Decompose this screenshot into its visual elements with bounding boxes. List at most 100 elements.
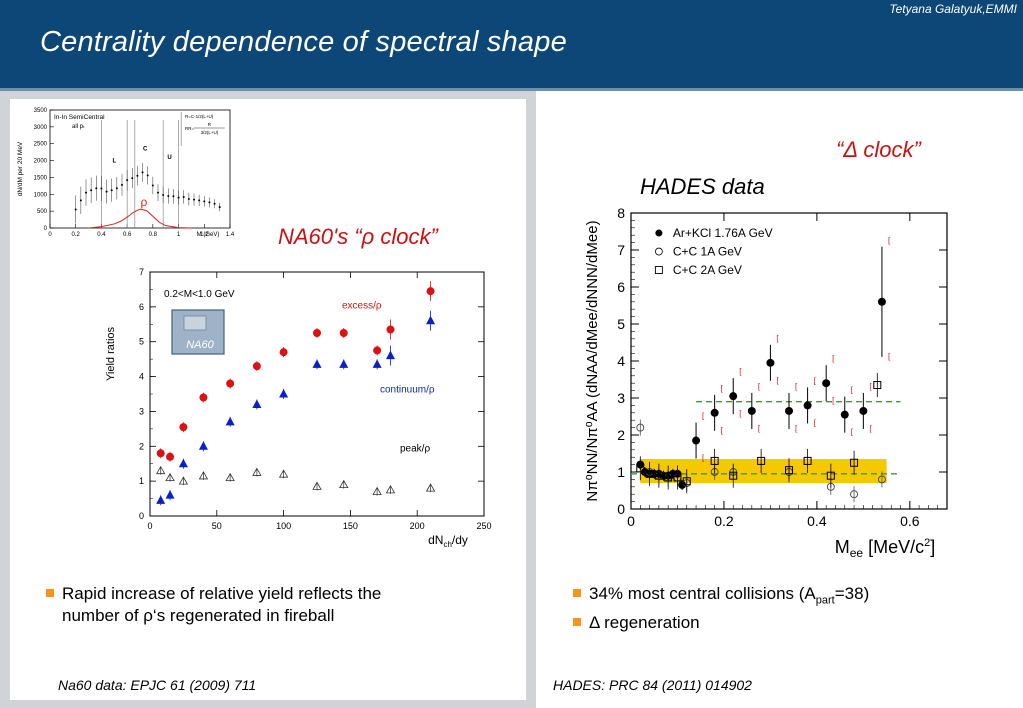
na60-continuum-point bbox=[178, 458, 188, 468]
hades-arkcl-point bbox=[678, 480, 687, 489]
hades-cc2-point bbox=[757, 456, 766, 465]
hades-sys-bracket: [ bbox=[739, 409, 742, 418]
inset-data-point bbox=[74, 208, 77, 211]
hades-sys-bracket: [ bbox=[702, 412, 705, 421]
inset-data-point bbox=[151, 184, 154, 187]
inset-title: In-In SemiCentral bbox=[54, 114, 105, 121]
na60-y-tick-label: 0 bbox=[139, 511, 144, 521]
hades-legend-label-0: Ar+KCl 1.76A GeV bbox=[673, 226, 773, 240]
na60-continuum-point bbox=[225, 416, 235, 426]
na60-excess-point bbox=[339, 329, 348, 337]
na60-x-tick-label: 100 bbox=[276, 521, 291, 531]
left-bullet-line2: number of ρ‘s regenerated in fireball bbox=[62, 606, 335, 625]
hades-sys-bracket: [ bbox=[851, 386, 854, 395]
hades-x-tick-label: 0.4 bbox=[807, 513, 827, 529]
slide-title: Centrality dependence of spectral shape bbox=[40, 26, 567, 58]
inset-data-point bbox=[213, 202, 216, 205]
na60-continuum-point bbox=[279, 389, 289, 398]
inset-x-label: M (GeV) bbox=[197, 232, 220, 238]
inset-data-point bbox=[141, 171, 144, 174]
hades-sys-bracket: [ bbox=[721, 384, 724, 393]
inset-data-point bbox=[131, 177, 134, 180]
hades-y-tick-label: 4 bbox=[617, 353, 625, 369]
na60-y-label: Yield ratios bbox=[105, 327, 117, 382]
inset-data-point bbox=[193, 198, 195, 201]
inset-x-tick-label: 0.4 bbox=[97, 232, 106, 238]
inset-data-point bbox=[121, 183, 123, 186]
header-bar: Tetyana Galatyuk,EMMI Centrality depende… bbox=[0, 0, 1023, 88]
inset-window-label-u: U bbox=[167, 155, 171, 161]
na60-peak-point bbox=[312, 481, 322, 490]
hades-cc2-point bbox=[873, 381, 882, 390]
na60-peak-point bbox=[155, 465, 166, 475]
na60-excess-point bbox=[226, 379, 235, 388]
hades-sys-bracket: [ bbox=[795, 424, 798, 433]
hades-sys-bracket: [ bbox=[832, 396, 835, 405]
inset-legend-line-2: RR= bbox=[185, 126, 194, 131]
right-bullet1-sub: part bbox=[815, 594, 835, 607]
inset-data-point bbox=[126, 179, 129, 182]
na60-continuum-point bbox=[252, 399, 262, 408]
hades-arkcl-point bbox=[710, 408, 719, 417]
hades-y-tick-label: 1 bbox=[617, 464, 625, 480]
inset-window-label-c: C bbox=[143, 146, 148, 152]
na60-reference: Na60 data: EPJC 61 (2009) 711 bbox=[58, 677, 257, 693]
hades-cc2-point bbox=[710, 456, 719, 465]
na60-range-label: 0.2<M<1.0 GeV bbox=[164, 289, 235, 300]
na60-rho-clock-heading: NA60's “ρ clock” bbox=[278, 224, 438, 249]
hades-sys-bracket: [ bbox=[814, 376, 817, 385]
na60-x-tick-label: 50 bbox=[212, 521, 222, 531]
hades-arkcl-point bbox=[822, 379, 831, 388]
na60-logo bbox=[171, 309, 225, 355]
inset-x-tick-label: 0.2 bbox=[72, 232, 81, 238]
na60-excess-point bbox=[426, 287, 435, 296]
hades-ratio-chart: 0 1 2 3 4 5 6 7 8 0 0.2 0.4 0.6 Mee [MeV/c2] Nπ⁰NN/Nπ⁰… bbox=[584, 205, 948, 560]
inset-data-point bbox=[105, 190, 108, 193]
hades-cc2-point bbox=[850, 458, 859, 467]
na60-peak-point bbox=[425, 483, 436, 492]
na60-excess-point bbox=[313, 329, 321, 337]
hades-y-tick-label: 0 bbox=[617, 501, 625, 517]
hades-arkcl-point bbox=[840, 410, 849, 419]
na60-x-label: dNch/dy bbox=[428, 533, 468, 549]
left-bullet-line1: Rapid increase of relative yield reflect… bbox=[62, 584, 382, 603]
na60-x-tick-label: 200 bbox=[410, 521, 425, 531]
hades-y-tick-label: 5 bbox=[617, 316, 625, 332]
hades-sys-bracket: [ bbox=[739, 367, 742, 376]
inset-rho-label: ρ bbox=[140, 195, 147, 209]
na60-logo-text: NA60 bbox=[186, 339, 214, 351]
hades-legend-marker-cc1 bbox=[654, 247, 663, 256]
right-bullet1-text: 34% most central collisions (A bbox=[589, 584, 816, 603]
hades-cc1-point bbox=[636, 423, 645, 432]
inset-data-point bbox=[187, 198, 190, 201]
hades-y-tick-label: 2 bbox=[617, 427, 625, 443]
inset-x-tick-label: 0 bbox=[48, 232, 52, 238]
hades-y-tick-label: 8 bbox=[617, 205, 625, 221]
inset-data-point bbox=[218, 206, 221, 209]
hades-sys-bracket: [ bbox=[702, 454, 705, 463]
na60-continuum-point bbox=[385, 350, 395, 360]
na60-excess-point bbox=[156, 449, 165, 458]
na60-excess-point bbox=[199, 393, 208, 402]
na60-peak-point bbox=[372, 486, 382, 495]
na60-continuum-point bbox=[198, 441, 208, 450]
hades-cc2-point bbox=[673, 473, 682, 482]
hades-x-label: Mee [MeV/c2] bbox=[835, 537, 936, 560]
hades-y-tick-label: 6 bbox=[617, 279, 625, 295]
hades-x-tick-label: 0.2 bbox=[714, 513, 734, 529]
hades-y-tick-label: 7 bbox=[617, 242, 625, 258]
hades-arkcl-point bbox=[803, 401, 812, 410]
header-divider bbox=[0, 88, 1023, 91]
inset-data-point bbox=[85, 191, 87, 194]
na60-series-label-2: peak/ρ bbox=[400, 444, 430, 455]
inset-data-point bbox=[146, 174, 149, 177]
hades-sys-bracket: [ bbox=[832, 354, 835, 363]
hades-reference: HADES: PRC 84 (2011) 014902 bbox=[553, 677, 752, 693]
hades-sys-bracket: [ bbox=[869, 424, 872, 433]
hades-cc2-point bbox=[785, 466, 793, 475]
inset-data-point bbox=[90, 189, 93, 192]
na60-y-tick-label: 5 bbox=[139, 337, 144, 347]
na60-yield-ratio-chart: 0 1 2 3 4 5 6 7 0 50 100 150 200 250 Yield ratios dNch/… bbox=[105, 267, 492, 549]
hades-cc2-point bbox=[729, 471, 738, 480]
na60-excess-point bbox=[252, 362, 261, 371]
